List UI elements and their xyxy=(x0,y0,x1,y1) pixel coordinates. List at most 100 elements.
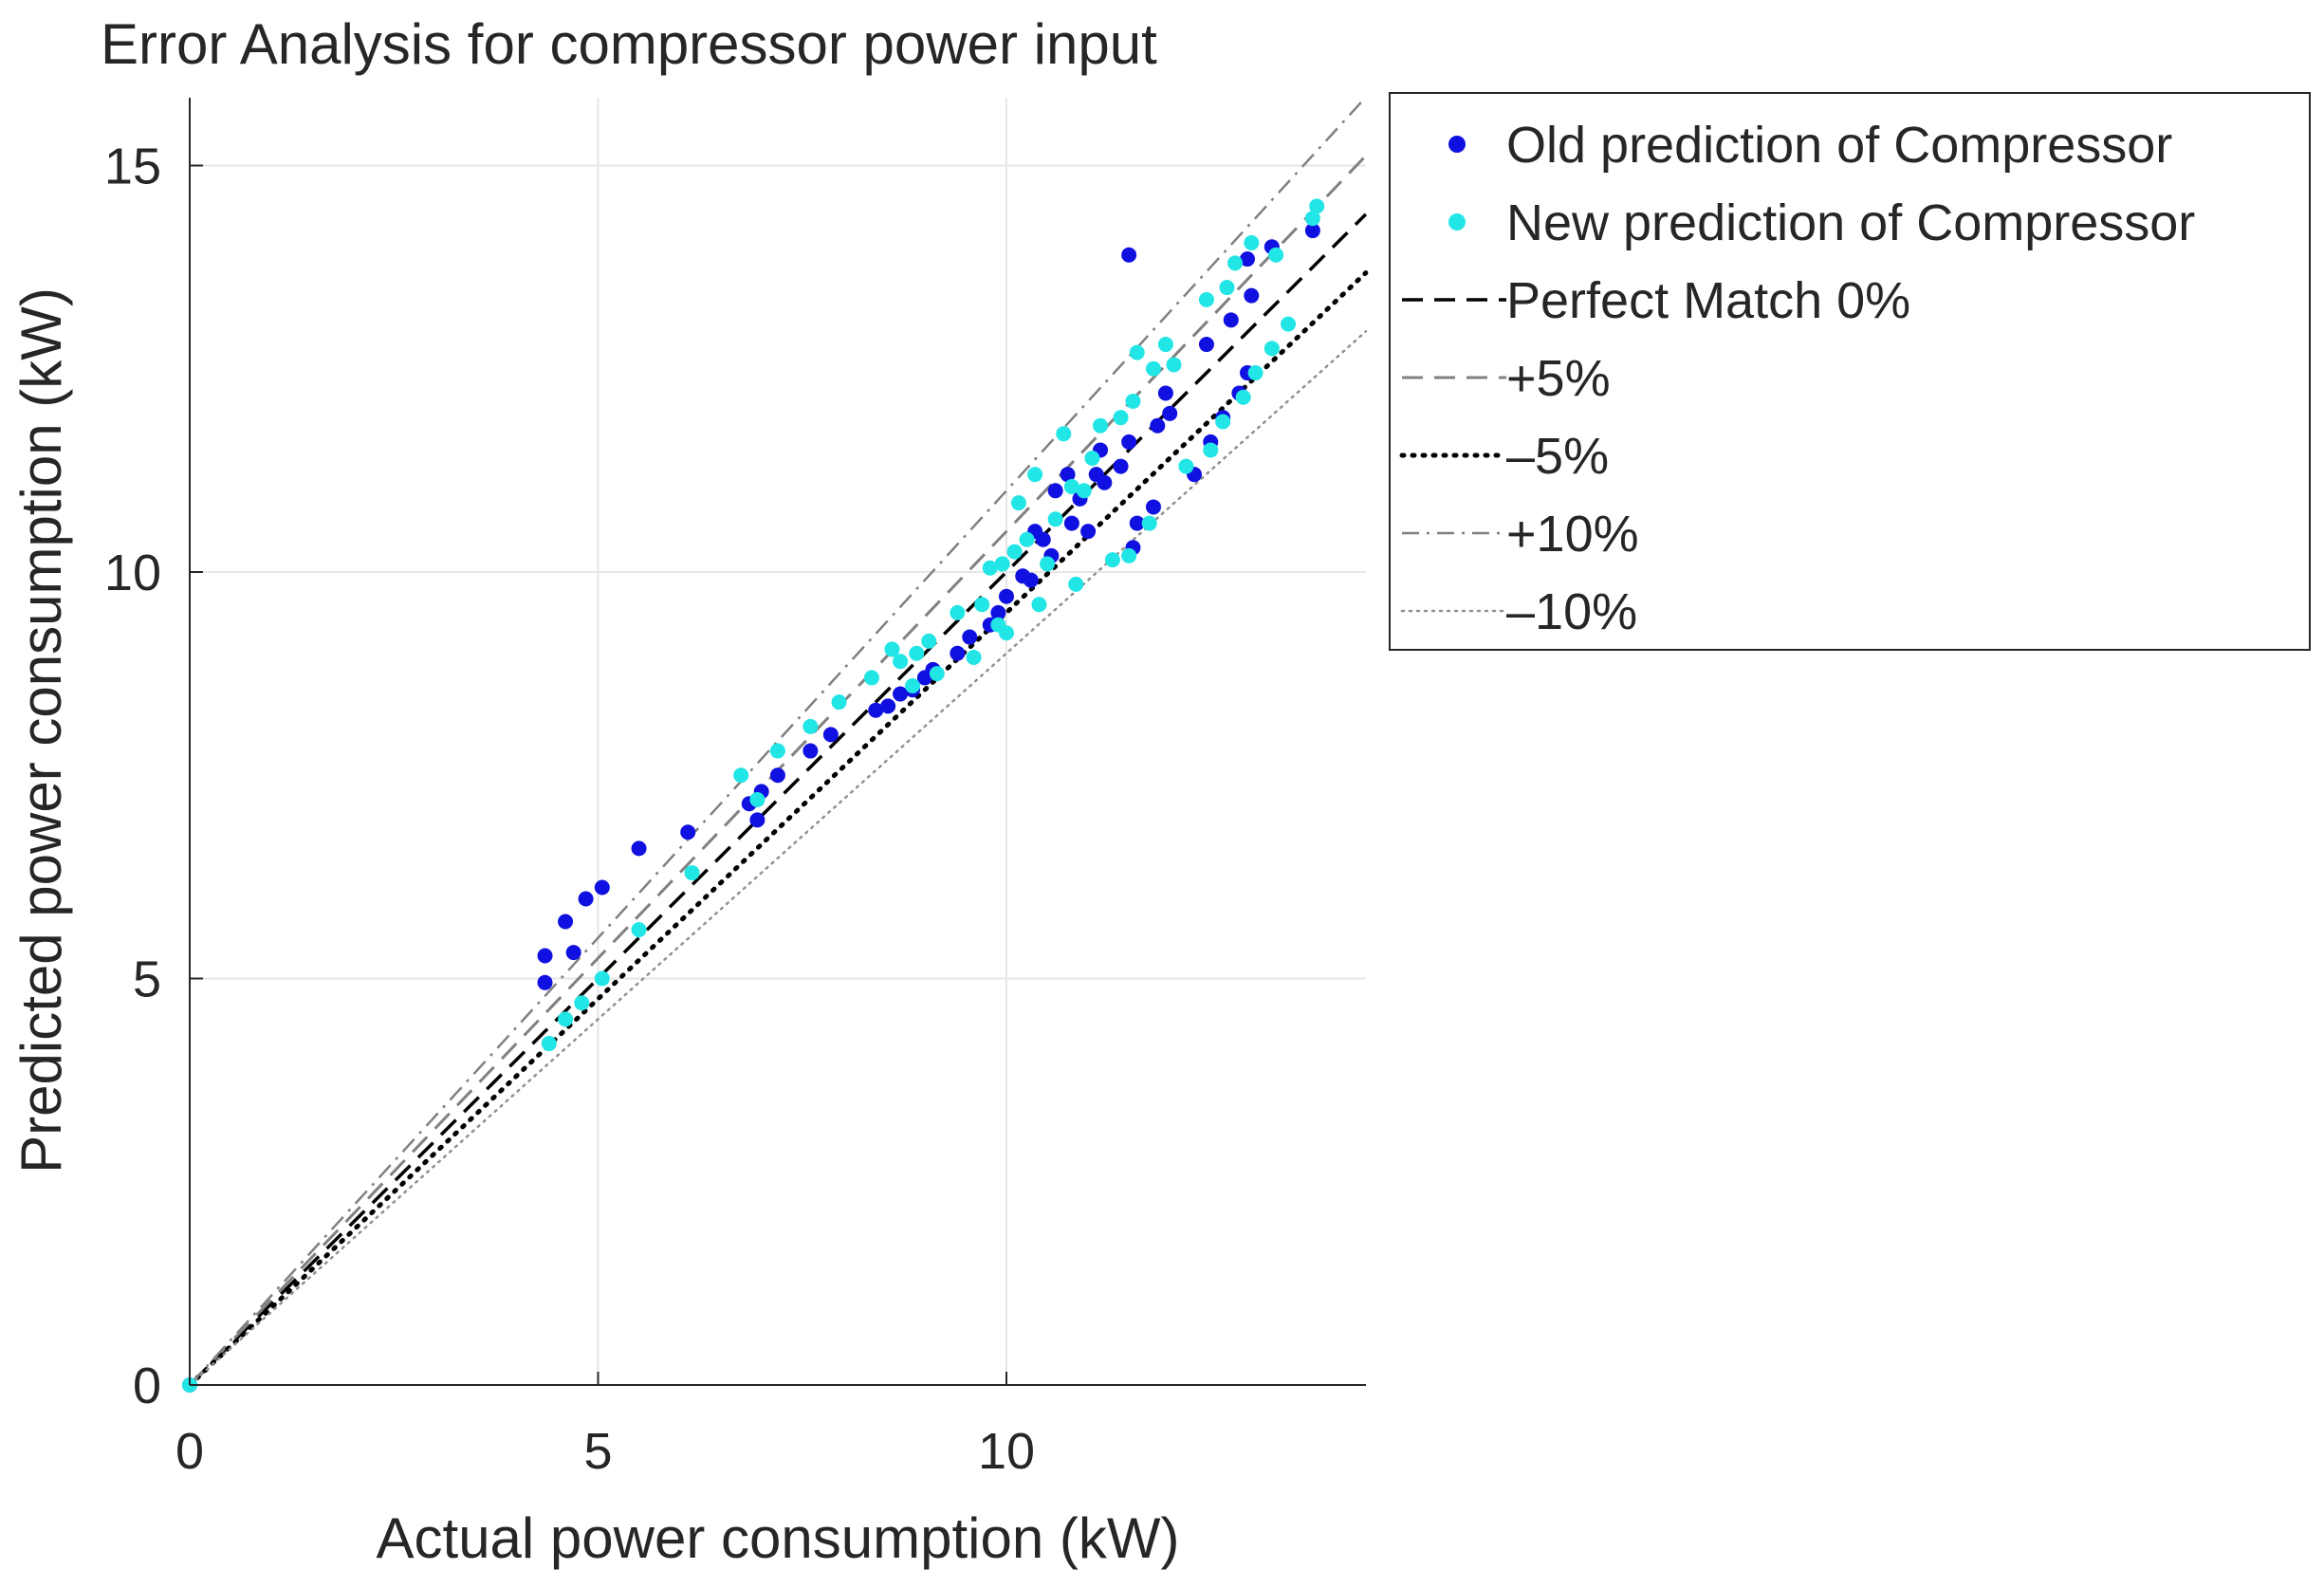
point-series-1 xyxy=(1006,544,1023,560)
y-tick-label: 15 xyxy=(104,138,161,195)
y-tick-label: 10 xyxy=(104,545,161,601)
point-series-0 xyxy=(893,686,909,702)
point-series-1 xyxy=(1027,467,1043,483)
legend-label-3: +5% xyxy=(1506,350,1611,407)
point-series-0 xyxy=(680,824,696,840)
point-series-1 xyxy=(1198,291,1214,307)
point-series-0 xyxy=(1239,251,1255,268)
ref-line-5 xyxy=(189,100,1364,1386)
point-series-1 xyxy=(982,560,998,576)
point-series-0 xyxy=(999,588,1014,604)
point-series-1 xyxy=(1031,597,1047,613)
point-series-1 xyxy=(1093,417,1109,434)
x-tick-label: 5 xyxy=(583,1423,612,1480)
point-series-1 xyxy=(1309,198,1325,214)
point-series-1 xyxy=(974,597,990,613)
data-points xyxy=(182,198,1325,1393)
point-series-0 xyxy=(1121,247,1137,263)
plot-area: 0 5 10 0 5 10 15 xyxy=(104,98,1369,1481)
point-series-1 xyxy=(884,641,900,657)
point-series-0 xyxy=(1097,474,1113,490)
axis-ticks: 0 5 10 0 5 10 15 xyxy=(104,138,1035,1481)
point-series-0 xyxy=(558,914,574,930)
point-series-1 xyxy=(1263,341,1280,357)
point-series-1 xyxy=(594,970,610,987)
legend-label-4: –5% xyxy=(1506,428,1609,485)
point-series-0 xyxy=(1157,385,1173,401)
point-series-1 xyxy=(1227,255,1244,271)
x-axis-label: Actual power consumption (kW) xyxy=(377,1506,1180,1570)
point-series-0 xyxy=(822,727,839,743)
x-tick-label: 0 xyxy=(175,1423,204,1480)
point-series-1 xyxy=(1019,531,1035,547)
point-series-0 xyxy=(565,945,581,961)
point-series-0 xyxy=(769,767,785,784)
ref-line-6 xyxy=(188,330,1368,1387)
point-series-0 xyxy=(1063,515,1079,531)
point-series-1 xyxy=(1304,211,1320,227)
point-series-1 xyxy=(1010,495,1026,511)
point-series-0 xyxy=(537,948,553,964)
point-series-1 xyxy=(558,1011,574,1027)
point-series-0 xyxy=(880,698,896,714)
point-series-1 xyxy=(929,666,945,682)
ref-line-2 xyxy=(188,212,1368,1387)
legend-label-1: New prediction of Compressor xyxy=(1506,194,2195,251)
point-series-0 xyxy=(1023,572,1039,588)
point-series-0 xyxy=(1121,434,1137,450)
point-series-0 xyxy=(1047,483,1063,499)
point-series-0 xyxy=(749,812,765,828)
point-series-0 xyxy=(1223,312,1239,328)
point-series-0 xyxy=(990,604,1006,620)
point-series-1 xyxy=(1166,357,1182,373)
point-series-1 xyxy=(863,670,879,686)
point-series-1 xyxy=(1125,394,1141,410)
point-series-1 xyxy=(1056,426,1072,442)
legend-label-5: +10% xyxy=(1506,506,1639,563)
point-series-1 xyxy=(1235,389,1251,405)
point-series-1 xyxy=(1178,458,1194,474)
point-series-1 xyxy=(893,654,909,670)
legend-label-2: Perfect Match 0% xyxy=(1506,272,1910,329)
chart-title: Error Analysis for compressor power inpu… xyxy=(101,12,1157,76)
point-series-1 xyxy=(1068,576,1084,592)
point-series-1 xyxy=(802,718,819,734)
point-series-1 xyxy=(1141,515,1157,531)
point-series-1 xyxy=(1157,337,1173,353)
x-tick-label: 10 xyxy=(978,1423,1035,1480)
point-series-0 xyxy=(1244,287,1260,304)
legend-label-0: Old prediction of Compressor xyxy=(1506,117,2172,174)
legend-label-6: –10% xyxy=(1506,583,1637,640)
point-series-1 xyxy=(994,556,1010,572)
point-series-1 xyxy=(749,791,765,807)
point-series-0 xyxy=(1035,531,1051,547)
point-series-0 xyxy=(950,645,966,661)
point-series-1 xyxy=(1215,414,1231,430)
point-series-0 xyxy=(1198,337,1214,353)
point-series-1 xyxy=(1104,552,1120,568)
point-series-1 xyxy=(909,645,925,661)
point-series-1 xyxy=(1113,410,1129,426)
point-series-1 xyxy=(1084,451,1100,467)
y-tick-label: 5 xyxy=(133,951,161,1008)
point-series-0 xyxy=(1145,499,1161,515)
point-series-1 xyxy=(1247,365,1263,381)
point-series-0 xyxy=(1060,467,1076,483)
point-series-1 xyxy=(1063,479,1079,495)
point-series-1 xyxy=(999,625,1014,641)
point-series-0 xyxy=(594,879,610,896)
point-series-1 xyxy=(831,694,847,711)
point-series-0 xyxy=(1150,417,1166,434)
point-series-1 xyxy=(1129,344,1145,360)
point-series-1 xyxy=(684,865,700,881)
legend-marker-0 xyxy=(1448,136,1466,153)
point-series-0 xyxy=(631,840,647,857)
point-series-1 xyxy=(541,1036,557,1052)
point-series-1 xyxy=(921,633,937,649)
point-series-0 xyxy=(1113,458,1129,474)
point-series-1 xyxy=(1244,234,1260,250)
y-tick-label: 0 xyxy=(133,1357,161,1414)
point-series-1 xyxy=(1268,247,1284,263)
point-series-1 xyxy=(1040,556,1056,572)
